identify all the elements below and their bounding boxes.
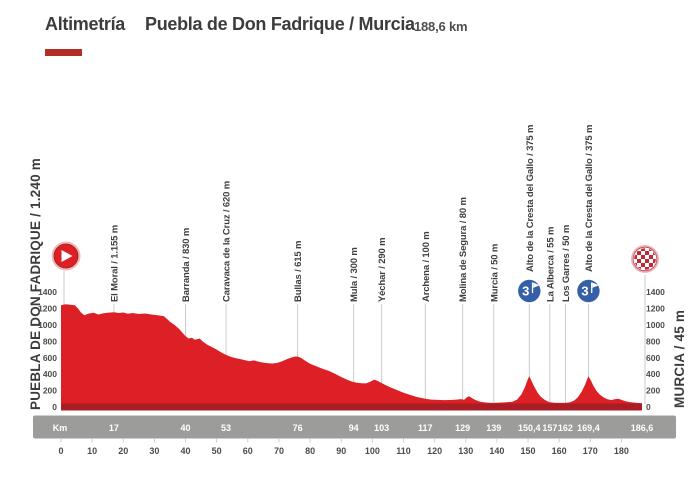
- category-3-climb-badge: 3: [575, 278, 602, 304]
- km-bar-value: 117: [418, 423, 433, 433]
- y-axis-label-right: 400: [646, 369, 660, 379]
- y-axis-label-right: 600: [646, 353, 660, 363]
- x-axis-label: 130: [458, 446, 473, 456]
- y-axis-label-left: 600: [43, 353, 57, 363]
- y-axis-label-left: 400: [43, 369, 57, 379]
- km-bar-value: 162: [558, 423, 573, 433]
- badge-flag-icon: [533, 282, 540, 288]
- category-3-climb-badge: 3: [516, 278, 543, 304]
- accent-bar: [45, 49, 82, 56]
- y-axis-label-right: 1000: [646, 320, 665, 330]
- y-axis-label-left: 0: [52, 402, 57, 412]
- finish-checkered-icon: [631, 245, 659, 273]
- waypoint-label: Mula / 300 m: [349, 247, 360, 302]
- x-axis-label: 110: [396, 446, 411, 456]
- start-play-icon: [51, 241, 81, 271]
- km-bar-value: 139: [486, 423, 501, 433]
- y-axis-label-right: 200: [646, 386, 660, 396]
- km-bar-value: 129: [455, 423, 470, 433]
- x-axis-label: 20: [118, 446, 128, 456]
- km-bar-unit-label: Km: [53, 423, 68, 433]
- km-bar-value: 186,6: [631, 423, 654, 433]
- waypoint-label: El Moral / 1.155 m: [109, 225, 120, 302]
- km-scale-bar: [33, 415, 676, 439]
- waypoint-label: Alto de la Cresta del Gallo / 375 m: [584, 125, 595, 272]
- elevation-area: [61, 304, 642, 407]
- finish-label: MURCIA / 45 m: [672, 310, 687, 408]
- km-bar-value: 17: [109, 423, 119, 433]
- x-axis-label: 100: [365, 446, 380, 456]
- waypoint-label: Barranda / 830 m: [181, 228, 192, 302]
- x-axis-label: 140: [489, 446, 504, 456]
- finish-icon-checker: [634, 248, 656, 270]
- altimetry-label: Altimetría: [45, 14, 126, 34]
- x-axis-label: 80: [305, 446, 315, 456]
- y-axis-label-left: 1200: [38, 304, 57, 314]
- waypoint-label: Murcia / 50 m: [489, 244, 500, 302]
- y-axis-label-right: 1200: [646, 304, 665, 314]
- x-axis-label: 10: [87, 446, 97, 456]
- x-axis-label: 150: [521, 446, 536, 456]
- km-bar-value: 157: [542, 423, 557, 433]
- waypoint-label: Bullas / 615 m: [293, 241, 304, 302]
- y-axis-label-left: 800: [43, 336, 57, 346]
- y-axis-label-left: 1400: [38, 287, 57, 297]
- start-icon-triangle: [61, 250, 73, 262]
- stage-distance: 188,6 km: [414, 19, 468, 34]
- km-bar-value: 76: [293, 423, 303, 433]
- km-bar-value: 94: [349, 423, 359, 433]
- badge-number: 3: [581, 284, 588, 299]
- x-axis-label: 180: [614, 446, 629, 456]
- waypoint-label: Archena / 100 m: [421, 231, 432, 302]
- x-axis-label: 0: [58, 446, 63, 456]
- y-axis-label-left: 200: [43, 386, 57, 396]
- km-bar-value: 53: [221, 423, 231, 433]
- waypoint-label: Molina de Segura / 80 m: [458, 197, 469, 302]
- badge-flag-pole: [531, 282, 534, 293]
- y-axis-label-right: 1400: [646, 287, 665, 297]
- x-axis-label: 70: [274, 446, 284, 456]
- x-axis-label: 60: [243, 446, 253, 456]
- x-axis-label: 90: [336, 446, 346, 456]
- x-axis-label: 40: [181, 446, 191, 456]
- waypoint-label: Los Garres / 50 m: [561, 225, 572, 302]
- x-axis-label: 50: [212, 446, 222, 456]
- y-axis-label-left: 1000: [38, 320, 57, 330]
- start-label: PUEBLA DE DON FADRIQUE / 1.240 m: [28, 158, 43, 410]
- waypoint-label: La Alberca / 55 m: [545, 227, 556, 302]
- x-axis-label: 170: [583, 446, 598, 456]
- stage-route-title: Puebla de Don Fadrique / Murcia: [145, 14, 415, 34]
- badge-number: 3: [522, 284, 529, 299]
- x-axis-label: 160: [552, 446, 567, 456]
- waypoint-label: Caravaca de la Cruz / 620 m: [222, 181, 233, 302]
- y-axis-label-right: 0: [646, 402, 651, 412]
- waypoint-label: Yéchar / 290 m: [377, 238, 388, 302]
- waypoint-label: Alto de la Cresta del Gallo / 375 m: [525, 125, 536, 272]
- x-axis-label: 120: [427, 446, 442, 456]
- x-axis-label: 30: [149, 446, 159, 456]
- km-bar-value: 169,4: [577, 423, 600, 433]
- y-axis-label-right: 800: [646, 336, 660, 346]
- badge-flag-pole: [591, 282, 593, 293]
- elevation-baseline-strip: [61, 403, 642, 411]
- km-bar-value: 40: [181, 423, 191, 433]
- km-bar-value: 150,4: [518, 423, 541, 433]
- badge-flag-icon: [592, 282, 599, 288]
- km-bar-value: 103: [374, 423, 389, 433]
